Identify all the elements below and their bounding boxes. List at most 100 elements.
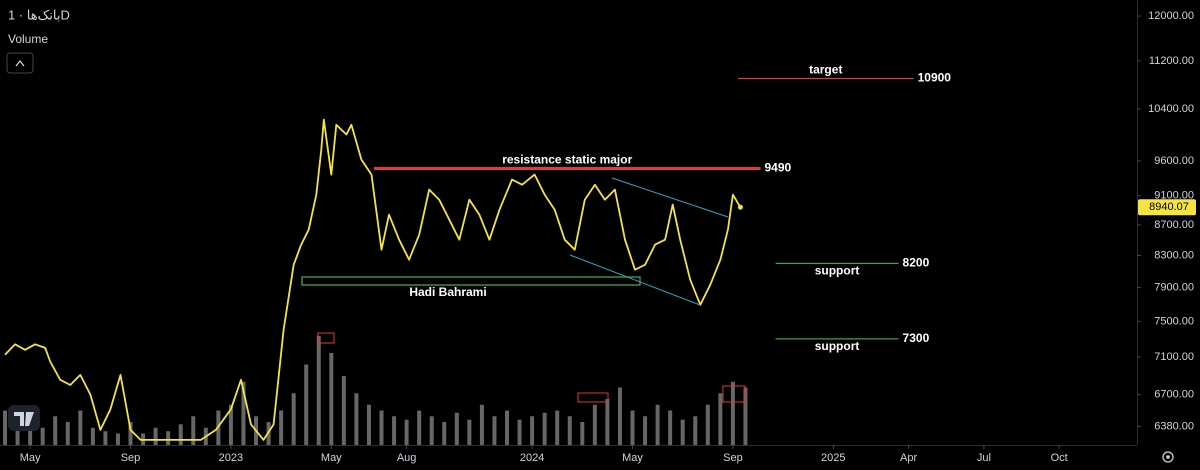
chart-title: بانک‌ها · 1D [8,7,70,22]
volume-bar [241,381,246,445]
volume-bar [467,419,472,445]
volume-bar [28,422,33,445]
volume-bar [730,381,735,445]
volume-bar [115,433,120,445]
volume-bar [655,404,660,445]
y-tick-label: 9600.00 [1154,155,1194,167]
y-tick-label: 11200.00 [1149,55,1194,67]
volume-bar [316,335,321,445]
y-tick-label: 8700.00 [1154,219,1194,231]
volume-bar [392,416,397,445]
volume-bar [304,364,309,445]
x-tick-label: Aug [397,452,417,464]
price-line [4,118,742,441]
last-point [737,204,743,210]
y-tick-label: 8300.00 [1154,249,1194,261]
collapse-button[interactable] [6,52,34,74]
volume-bar [53,416,58,445]
level-label: resistance static major [502,153,632,167]
volume-bar [705,404,710,445]
volume-bar [153,427,158,445]
x-tick-label: 2025 [821,452,845,464]
volume-bar [454,412,459,445]
volume-bar [166,431,171,445]
volume-bar [693,416,698,445]
x-tick-label: May [321,452,342,464]
volume-bar [743,387,748,445]
level-value: 7300 [903,331,930,345]
x-tick-label: Oct [1051,452,1068,464]
volume-bar [630,410,635,445]
volume-bar [404,419,409,445]
x-tick-label: 2023 [219,452,243,464]
volume-bar [542,412,547,445]
volume-bar [417,410,422,445]
level-label: support [815,339,860,353]
volume-bar [505,410,510,445]
last-price-label: 8940.07 [1149,201,1189,213]
y-tick-label: 6700.00 [1154,389,1194,401]
volume-bar [90,427,95,445]
y-tick-label: 12000.00 [1148,10,1194,22]
level-value: 9490 [765,161,792,175]
y-tick-label: 6380.00 [1154,420,1194,432]
settings-button[interactable] [1162,451,1174,463]
x-tick-label: May [622,452,643,464]
volume-bar [668,410,673,445]
volume-highlight [577,392,609,403]
volume-bar [442,422,447,445]
volume-bar [517,419,522,445]
volume-bar [580,422,585,445]
volume-bar [555,410,560,445]
volume-bar [429,416,434,445]
volume-bar [329,353,334,445]
x-tick-label: Apr [900,452,917,464]
channel-line [569,254,701,306]
logo[interactable] [8,405,40,431]
x-tick-label: Sep [121,452,141,464]
volume-bar [40,427,45,445]
volume-bar [617,387,622,445]
volume-highlight [317,332,335,344]
volume-bar [341,376,346,445]
volume-bar [78,410,83,445]
level-value: 8200 [903,256,930,270]
level-value: 10900 [918,71,952,85]
volume-bar [643,416,648,445]
y-tick-label: 7900.00 [1154,282,1194,294]
volume-bar [191,416,196,445]
level-label: support [815,264,860,278]
range-box [301,276,641,286]
y-tick-label: 9100.00 [1154,190,1194,202]
volume-bar [178,424,183,445]
volume-bar [291,393,296,445]
y-tick-label: 7100.00 [1154,351,1194,363]
volume-bar [279,410,284,445]
volume-bar [366,404,371,445]
volume-bar [605,399,610,445]
level-label: target [809,63,842,77]
volume-bar [128,422,133,445]
volume-bar [354,393,359,445]
volume-bar [65,422,70,445]
volume-bar [379,410,384,445]
volume-bar [530,416,535,445]
x-tick-label: May [20,452,41,464]
x-tick-label: Sep [723,452,743,464]
channel-line [611,177,729,218]
y-tick-label: 7500.00 [1154,315,1194,327]
volume-bar [228,404,233,445]
volume-legend: Volume [8,32,48,46]
x-tick-label: 2024 [520,452,544,464]
x-tick-label: Jul [977,452,991,464]
y-tick-label: 10400.00 [1148,103,1194,115]
last-price-tag [1138,199,1196,216]
volume-bar [592,404,597,445]
note-text: Hadi Bahrami [409,285,486,299]
volume-bar [3,410,8,445]
volume-bar [492,416,497,445]
volume-bar [103,431,108,445]
volume-highlight [722,385,746,403]
